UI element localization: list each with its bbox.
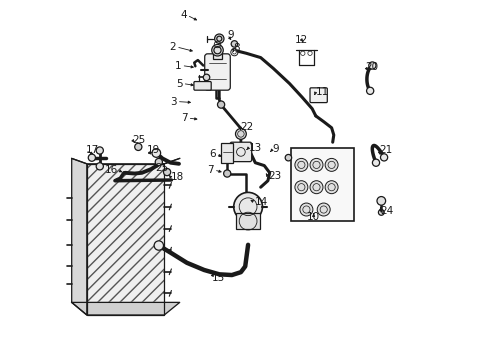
- Circle shape: [317, 203, 329, 216]
- Text: 25: 25: [132, 135, 145, 145]
- Text: 10: 10: [306, 212, 320, 222]
- Bar: [236, 213, 259, 229]
- Text: 25: 25: [155, 163, 168, 174]
- FancyBboxPatch shape: [230, 142, 251, 162]
- Text: 17: 17: [85, 145, 99, 156]
- Circle shape: [366, 87, 373, 94]
- Text: 2: 2: [169, 42, 176, 52]
- Text: 3: 3: [170, 96, 177, 107]
- Circle shape: [285, 154, 291, 161]
- Text: 8: 8: [232, 43, 239, 53]
- Circle shape: [372, 159, 379, 166]
- Text: 11: 11: [315, 87, 328, 97]
- Circle shape: [368, 62, 375, 69]
- Text: 16: 16: [104, 165, 118, 175]
- Circle shape: [378, 210, 384, 215]
- Bar: [87, 164, 164, 315]
- Circle shape: [231, 41, 237, 47]
- Text: 18: 18: [170, 172, 183, 182]
- Text: 7: 7: [207, 165, 213, 175]
- Circle shape: [214, 34, 224, 43]
- Circle shape: [325, 181, 337, 194]
- Text: 14: 14: [254, 197, 267, 207]
- Text: 4: 4: [180, 10, 186, 20]
- Circle shape: [154, 241, 163, 250]
- Text: 9: 9: [227, 30, 233, 40]
- Circle shape: [152, 149, 160, 157]
- Text: 5: 5: [176, 78, 182, 89]
- Text: 19: 19: [146, 145, 160, 156]
- Circle shape: [309, 181, 322, 194]
- Text: 22: 22: [240, 122, 253, 132]
- Text: 7: 7: [181, 113, 187, 123]
- Circle shape: [163, 168, 170, 176]
- Text: 1: 1: [175, 60, 181, 71]
- Text: 13: 13: [248, 143, 262, 153]
- Circle shape: [203, 74, 209, 81]
- Text: 6: 6: [209, 149, 215, 159]
- Circle shape: [294, 181, 307, 194]
- Polygon shape: [72, 158, 87, 315]
- FancyBboxPatch shape: [204, 54, 230, 90]
- Circle shape: [96, 147, 103, 154]
- FancyBboxPatch shape: [309, 88, 326, 103]
- Text: 15: 15: [211, 273, 224, 283]
- Circle shape: [294, 158, 307, 171]
- Polygon shape: [72, 302, 179, 315]
- Bar: [213, 53, 222, 58]
- Text: 9: 9: [272, 144, 279, 154]
- Circle shape: [299, 203, 312, 216]
- Circle shape: [96, 163, 103, 170]
- Circle shape: [223, 170, 230, 177]
- Bar: [221, 143, 232, 163]
- Text: 20: 20: [365, 62, 377, 72]
- Circle shape: [235, 129, 246, 139]
- Text: 23: 23: [267, 171, 281, 181]
- Circle shape: [309, 158, 322, 171]
- Text: 12: 12: [294, 35, 307, 45]
- Circle shape: [88, 154, 95, 161]
- Bar: [291, 148, 354, 221]
- Circle shape: [325, 158, 337, 171]
- Circle shape: [134, 143, 142, 150]
- Circle shape: [376, 197, 385, 205]
- Text: 21: 21: [378, 145, 391, 156]
- Circle shape: [211, 44, 223, 56]
- Circle shape: [217, 101, 224, 108]
- Circle shape: [233, 192, 262, 221]
- Circle shape: [155, 158, 162, 166]
- Text: 24: 24: [380, 206, 393, 216]
- Bar: [87, 164, 164, 315]
- FancyBboxPatch shape: [194, 81, 211, 90]
- Circle shape: [380, 154, 387, 161]
